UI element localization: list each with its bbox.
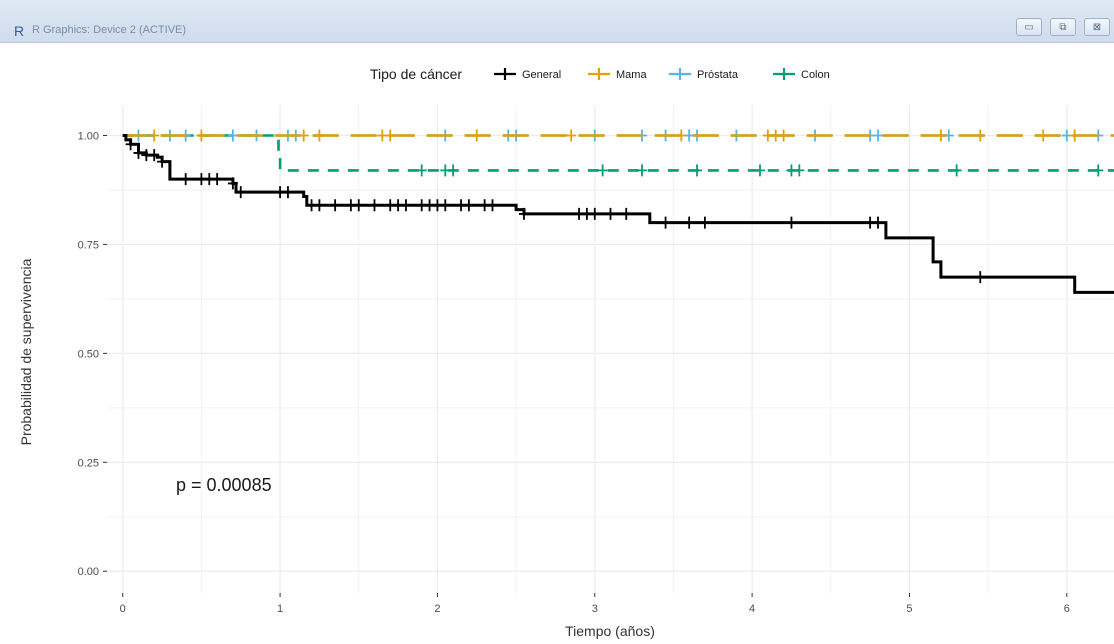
- censor-mark-general: [699, 216, 710, 229]
- legend-label-colon: Colon: [801, 69, 830, 81]
- y-tick-label: 0.25: [78, 457, 99, 469]
- minimize-button[interactable]: ▭: [1016, 18, 1042, 36]
- censor-mark-mama: [385, 129, 396, 142]
- censor-mark-general: [227, 177, 238, 190]
- censor-mark-mama: [1069, 129, 1080, 142]
- censor-mark-prostata: [227, 129, 238, 142]
- censor-mark-mama: [314, 129, 325, 142]
- close-button[interactable]: ⊠: [1084, 18, 1110, 36]
- censor-mark-general: [605, 207, 616, 220]
- legend-key-prostata: [669, 68, 691, 80]
- axis-layer: 0 1 2 3 4 5 6 0.00 0.25 0.50 0.75 1.00: [78, 131, 1070, 616]
- x-tick-label: 4: [749, 603, 755, 615]
- x-axis-title: Tiempo (años): [565, 623, 655, 639]
- legend-label-general: General: [522, 69, 561, 81]
- censor-mark-general: [440, 199, 451, 212]
- censor-mark-general: [660, 216, 671, 229]
- series-line-colon: [122, 134, 1114, 172]
- censor-mark-general: [133, 146, 144, 159]
- censor-mark-general: [369, 199, 380, 212]
- censor-mark-general: [589, 207, 600, 220]
- censor-mark-general: [975, 271, 986, 284]
- censor-mark-general: [684, 216, 695, 229]
- censor-mark-general: [235, 186, 246, 199]
- series-layer: [122, 129, 1114, 294]
- y-tick-label: 1.00: [78, 131, 99, 143]
- censor-mark-colon: [448, 164, 459, 177]
- censor-mark-prostata: [872, 129, 883, 142]
- censor-mark-general: [212, 173, 223, 186]
- legend-key-general: [494, 68, 516, 80]
- censor-mark-general: [282, 186, 293, 199]
- censor-mark-general: [400, 199, 411, 212]
- maximize-button[interactable]: ⧉: [1050, 18, 1076, 36]
- censor-mark-colon: [1093, 164, 1104, 177]
- censor-mark-general: [157, 155, 168, 168]
- censor-mark-colon: [794, 164, 805, 177]
- censor-mark-mama: [935, 129, 946, 142]
- y-axis-title: Probabilidad de supervivencia: [18, 258, 34, 445]
- legend-label-mama: Mama: [616, 69, 647, 81]
- censor-mark-colon: [754, 164, 765, 177]
- censor-mark-general: [463, 199, 474, 212]
- y-tick-label: 0.50: [78, 348, 99, 360]
- legend-title: Tipo de cáncer: [370, 66, 462, 82]
- censor-mark-colon: [416, 164, 427, 177]
- censor-mark-mama: [778, 129, 789, 142]
- censor-mark-mama: [1038, 129, 1049, 142]
- censor-mark-mama: [471, 129, 482, 142]
- series-line-general: [122, 134, 1114, 294]
- censor-mark-general: [314, 199, 325, 212]
- x-tick-label: 0: [120, 603, 126, 615]
- censor-mark-colon: [597, 164, 608, 177]
- censor-mark-general: [872, 216, 883, 229]
- censor-mark-colon: [951, 164, 962, 177]
- censor-mark-general: [330, 199, 341, 212]
- censor-mark-general: [621, 207, 632, 220]
- x-tick-label: 6: [1064, 603, 1070, 615]
- x-tick-label: 1: [277, 603, 283, 615]
- p-value-annotation: p = 0.00085: [176, 475, 272, 495]
- censor-mark-mama: [149, 129, 160, 142]
- censor-mark-colon: [692, 164, 703, 177]
- censor-mark-mama: [676, 129, 687, 142]
- censor-mark-general: [180, 173, 191, 186]
- r-logo-icon: R: [13, 23, 25, 39]
- legend: Tipo de cáncer General Mama Próstata Colon: [370, 66, 830, 82]
- censor-mark-general: [353, 199, 364, 212]
- window-titlebar[interactable]: R R Graphics: Device 2 (ACTIVE) ▭ ⧉ ⊠: [0, 0, 1114, 43]
- censor-mark-mama: [298, 129, 309, 142]
- censor-mark-mama: [196, 129, 207, 142]
- window-title: R Graphics: Device 2 (ACTIVE): [32, 24, 187, 36]
- legend-label-prostata: Próstata: [697, 69, 739, 81]
- censor-mark-general: [518, 207, 529, 220]
- censor-mark-colon: [636, 164, 647, 177]
- grid-layer: [107, 105, 1114, 593]
- censor-mark-general: [487, 199, 498, 212]
- censor-mark-general: [149, 149, 160, 162]
- x-tick-label: 3: [592, 603, 598, 615]
- x-tick-label: 5: [906, 603, 912, 615]
- censor-mark-general: [786, 216, 797, 229]
- legend-key-mama: [588, 68, 610, 80]
- x-tick-label: 2: [434, 603, 440, 615]
- legend-key-colon: [773, 68, 795, 80]
- y-tick-label: 0.75: [78, 239, 99, 251]
- y-tick-label: 0.00: [78, 566, 99, 578]
- censor-mark-mama: [975, 129, 986, 142]
- censor-mark-mama: [566, 129, 577, 142]
- censor-mark-general: [125, 138, 136, 151]
